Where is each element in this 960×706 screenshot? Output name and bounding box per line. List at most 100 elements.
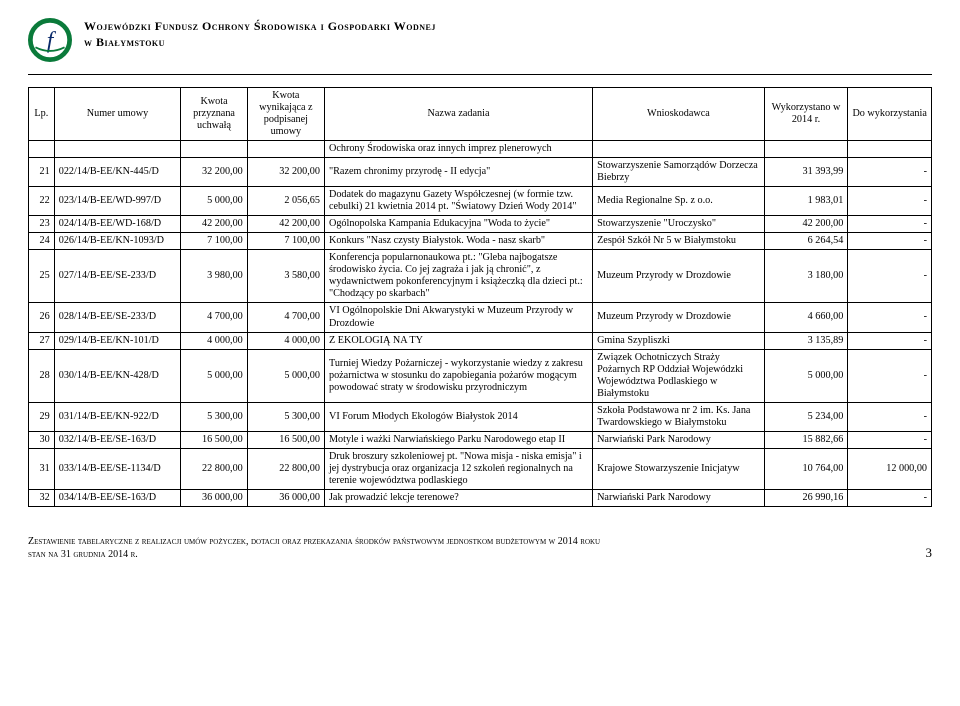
- table-row: 27029/14/B-EE/KN-101/D4 000,004 000,00Z …: [29, 332, 932, 349]
- cell-used: 4 660,00: [764, 303, 848, 332]
- cell-lp: 25: [29, 250, 55, 303]
- cell-lp: 26: [29, 303, 55, 332]
- cell-amount-signed: 7 100,00: [247, 233, 324, 250]
- table-row: 25027/14/B-EE/SE-233/D3 980,003 580,00Ko…: [29, 250, 932, 303]
- cell-applicant: Narwiański Park Narodowy: [593, 489, 765, 506]
- table-row: 30032/14/B-EE/SE-163/D16 500,0016 500,00…: [29, 431, 932, 448]
- cell-applicant: Gmina Szypliszki: [593, 332, 765, 349]
- cell-task: Konferencja popularnonaukowa pt.: "Gleba…: [324, 250, 592, 303]
- cell-used: 26 990,16: [764, 489, 848, 506]
- cell-task: Z EKOLOGIĄ NA TY: [324, 332, 592, 349]
- table-row: 22023/14/B-EE/WD-997/D5 000,002 056,65Do…: [29, 187, 932, 216]
- cell-used: 3 135,89: [764, 332, 848, 349]
- cell-task: Jak prowadzić lekcje terenowe?: [324, 489, 592, 506]
- page-footer: Zestawienie tabelaryczne z realizacji um…: [28, 535, 932, 561]
- org-name-line1: Wojewódzki Fundusz Ochrony Środowiska i …: [84, 18, 436, 34]
- cell-applicant: Muzeum Przyrody w Drozdowie: [593, 303, 765, 332]
- cell-amount-signed: 36 000,00: [247, 489, 324, 506]
- cell-applicant: Krajowe Stowarzyszenie Inicjatyw: [593, 448, 765, 489]
- cell-applicant: Media Regionalne Sp. z o.o.: [593, 187, 765, 216]
- cell-to-use: -: [848, 349, 932, 402]
- cell-lp: 27: [29, 332, 55, 349]
- cell-used: 5 234,00: [764, 402, 848, 431]
- cell-to-use: -: [848, 250, 932, 303]
- cell-applicant: Stowarzyszenie Samorządów Dorzecza Biebr…: [593, 158, 765, 187]
- cell-contract-number: 028/14/B-EE/SE-233/D: [54, 303, 181, 332]
- cell-amount-granted: 3 980,00: [181, 250, 247, 303]
- cell-contract-number: 030/14/B-EE/KN-428/D: [54, 349, 181, 402]
- table-header-row: Lp. Numer umowy Kwota przyznana uchwałą …: [29, 88, 932, 141]
- cell-to-use: -: [848, 431, 932, 448]
- cell-lp: 31: [29, 448, 55, 489]
- cell-to-use: -: [848, 216, 932, 233]
- cell-amount-signed: 42 200,00: [247, 216, 324, 233]
- cell-amount-granted: 32 200,00: [181, 158, 247, 187]
- continuation-row: Ochrony Środowiska oraz innych imprez pl…: [29, 141, 932, 158]
- cell-applicant: Związek Ochotniczych Straży Pożarnych RP…: [593, 349, 765, 402]
- cell-lp: 24: [29, 233, 55, 250]
- header-rule: [28, 74, 932, 75]
- cell-applicant: Szkoła Podstawowa nr 2 im. Ks. Jana Twar…: [593, 402, 765, 431]
- col-kwota2: Kwota wynikająca z podpisanej umowy: [247, 88, 324, 141]
- col-wyk: Wykorzystano w 2014 r.: [764, 88, 848, 141]
- cell-used: 31 393,99: [764, 158, 848, 187]
- cell-contract-number: 026/14/B-EE/KN-1093/D: [54, 233, 181, 250]
- cell-amount-signed: 32 200,00: [247, 158, 324, 187]
- col-wniosk: Wnioskodawca: [593, 88, 765, 141]
- cell-task: Turniej Wiedzy Pożarniczej - wykorzystan…: [324, 349, 592, 402]
- cell-lp: 32: [29, 489, 55, 506]
- col-do: Do wykorzystania: [848, 88, 932, 141]
- cell-to-use: -: [848, 233, 932, 250]
- cell-contract-number: 032/14/B-EE/SE-163/D: [54, 431, 181, 448]
- cell-used: 6 264,54: [764, 233, 848, 250]
- table-row: 21022/14/B-EE/KN-445/D32 200,0032 200,00…: [29, 158, 932, 187]
- cell-to-use: -: [848, 489, 932, 506]
- col-kwota1: Kwota przyznana uchwałą: [181, 88, 247, 141]
- cell-applicant: Zespół Szkół Nr 5 w Białymstoku: [593, 233, 765, 250]
- cell-to-use: -: [848, 402, 932, 431]
- cell-to-use: 12 000,00: [848, 448, 932, 489]
- cell-amount-signed: 3 580,00: [247, 250, 324, 303]
- cell-contract-number: 024/14/B-EE/WD-168/D: [54, 216, 181, 233]
- table-row: 29031/14/B-EE/KN-922/D5 300,005 300,00VI…: [29, 402, 932, 431]
- cell-used: 42 200,00: [764, 216, 848, 233]
- cell-lp: 23: [29, 216, 55, 233]
- cell-used: 10 764,00: [764, 448, 848, 489]
- cell-lp: 29: [29, 402, 55, 431]
- cell-applicant: Muzeum Przyrody w Drozdowie: [593, 250, 765, 303]
- cell-amount-signed: 22 800,00: [247, 448, 324, 489]
- table-row: 23024/14/B-EE/WD-168/D42 200,0042 200,00…: [29, 216, 932, 233]
- cell-amount-granted: 5 000,00: [181, 349, 247, 402]
- cell-amount-granted: 4 700,00: [181, 303, 247, 332]
- cell-contract-number: 033/14/B-EE/SE-1134/D: [54, 448, 181, 489]
- cell-amount-signed: 4 700,00: [247, 303, 324, 332]
- cell-contract-number: 022/14/B-EE/KN-445/D: [54, 158, 181, 187]
- cell-lp: 21: [29, 158, 55, 187]
- cell-used: 3 180,00: [764, 250, 848, 303]
- cell-used: 1 983,01: [764, 187, 848, 216]
- cell-amount-granted: 42 200,00: [181, 216, 247, 233]
- cell-amount-granted: 5 000,00: [181, 187, 247, 216]
- cell-to-use: -: [848, 158, 932, 187]
- table-row: 32034/14/B-EE/SE-163/D36 000,0036 000,00…: [29, 489, 932, 506]
- cell-task: Ogólnopolska Kampania Edukacyjna "Woda t…: [324, 216, 592, 233]
- cell-task: Motyle i ważki Narwiańskiego Parku Narod…: [324, 431, 592, 448]
- cell-amount-signed: 2 056,65: [247, 187, 324, 216]
- table-row: 28030/14/B-EE/KN-428/D5 000,005 000,00Tu…: [29, 349, 932, 402]
- table-row: 31033/14/B-EE/SE-1134/D22 800,0022 800,0…: [29, 448, 932, 489]
- page-number: 3: [926, 545, 933, 561]
- table-row: 26028/14/B-EE/SE-233/D4 700,004 700,00VI…: [29, 303, 932, 332]
- cell-amount-granted: 4 000,00: [181, 332, 247, 349]
- cell-to-use: -: [848, 332, 932, 349]
- cell-task: Konkurs "Nasz czysty Białystok. Woda - n…: [324, 233, 592, 250]
- page-header: f Wojewódzki Fundusz Ochrony Środowiska …: [28, 18, 932, 62]
- cell-amount-granted: 5 300,00: [181, 402, 247, 431]
- cell-contract-number: 027/14/B-EE/SE-233/D: [54, 250, 181, 303]
- cell-amount-signed: 5 000,00: [247, 349, 324, 402]
- cell-contract-number: 029/14/B-EE/KN-101/D: [54, 332, 181, 349]
- cell-amount-granted: 22 800,00: [181, 448, 247, 489]
- cell-task: VI Forum Młodych Ekologów Białystok 2014: [324, 402, 592, 431]
- cell-applicant: Narwiański Park Narodowy: [593, 431, 765, 448]
- table-row: 24026/14/B-EE/KN-1093/D7 100,007 100,00K…: [29, 233, 932, 250]
- cell-amount-granted: 7 100,00: [181, 233, 247, 250]
